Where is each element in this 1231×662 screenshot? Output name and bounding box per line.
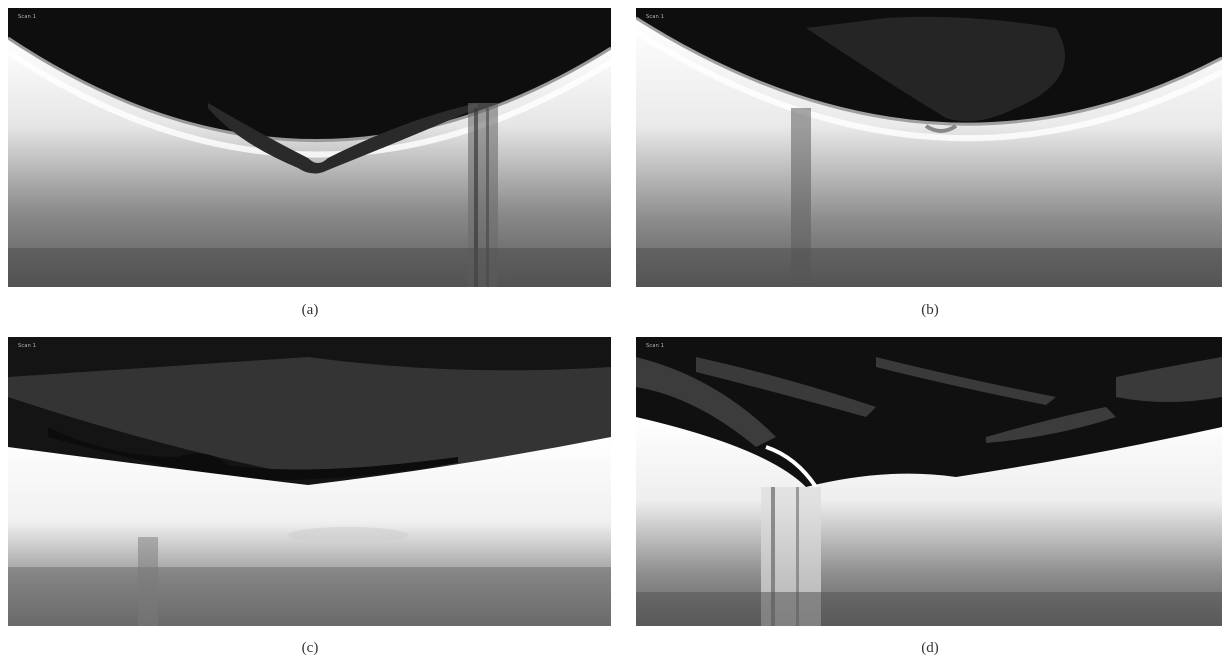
scan-label: Scan 1 (18, 343, 37, 349)
scan-label: Scan 1 (646, 343, 665, 349)
panel-caption-c: (c) (301, 640, 319, 656)
oct-scan-image-a (8, 8, 611, 287)
oct-scan-image-c (8, 337, 611, 626)
oct-scan-image-d (636, 337, 1222, 626)
oct-scan-image-b (636, 8, 1222, 287)
panel-caption-b: (b) (921, 302, 939, 318)
scan-label: Scan 1 (18, 14, 37, 20)
oct-scan-panel-d: Scan 1 (636, 337, 1222, 626)
oct-scan-panel-a: Scan 1 (8, 8, 611, 287)
scan-label: Scan 1 (646, 14, 665, 20)
oct-scan-panel-b: Scan 1 (636, 8, 1222, 287)
panel-caption-d: (d) (921, 640, 939, 656)
panel-caption-a: (a) (301, 302, 319, 318)
oct-scan-panel-c: Scan 1 (8, 337, 611, 626)
